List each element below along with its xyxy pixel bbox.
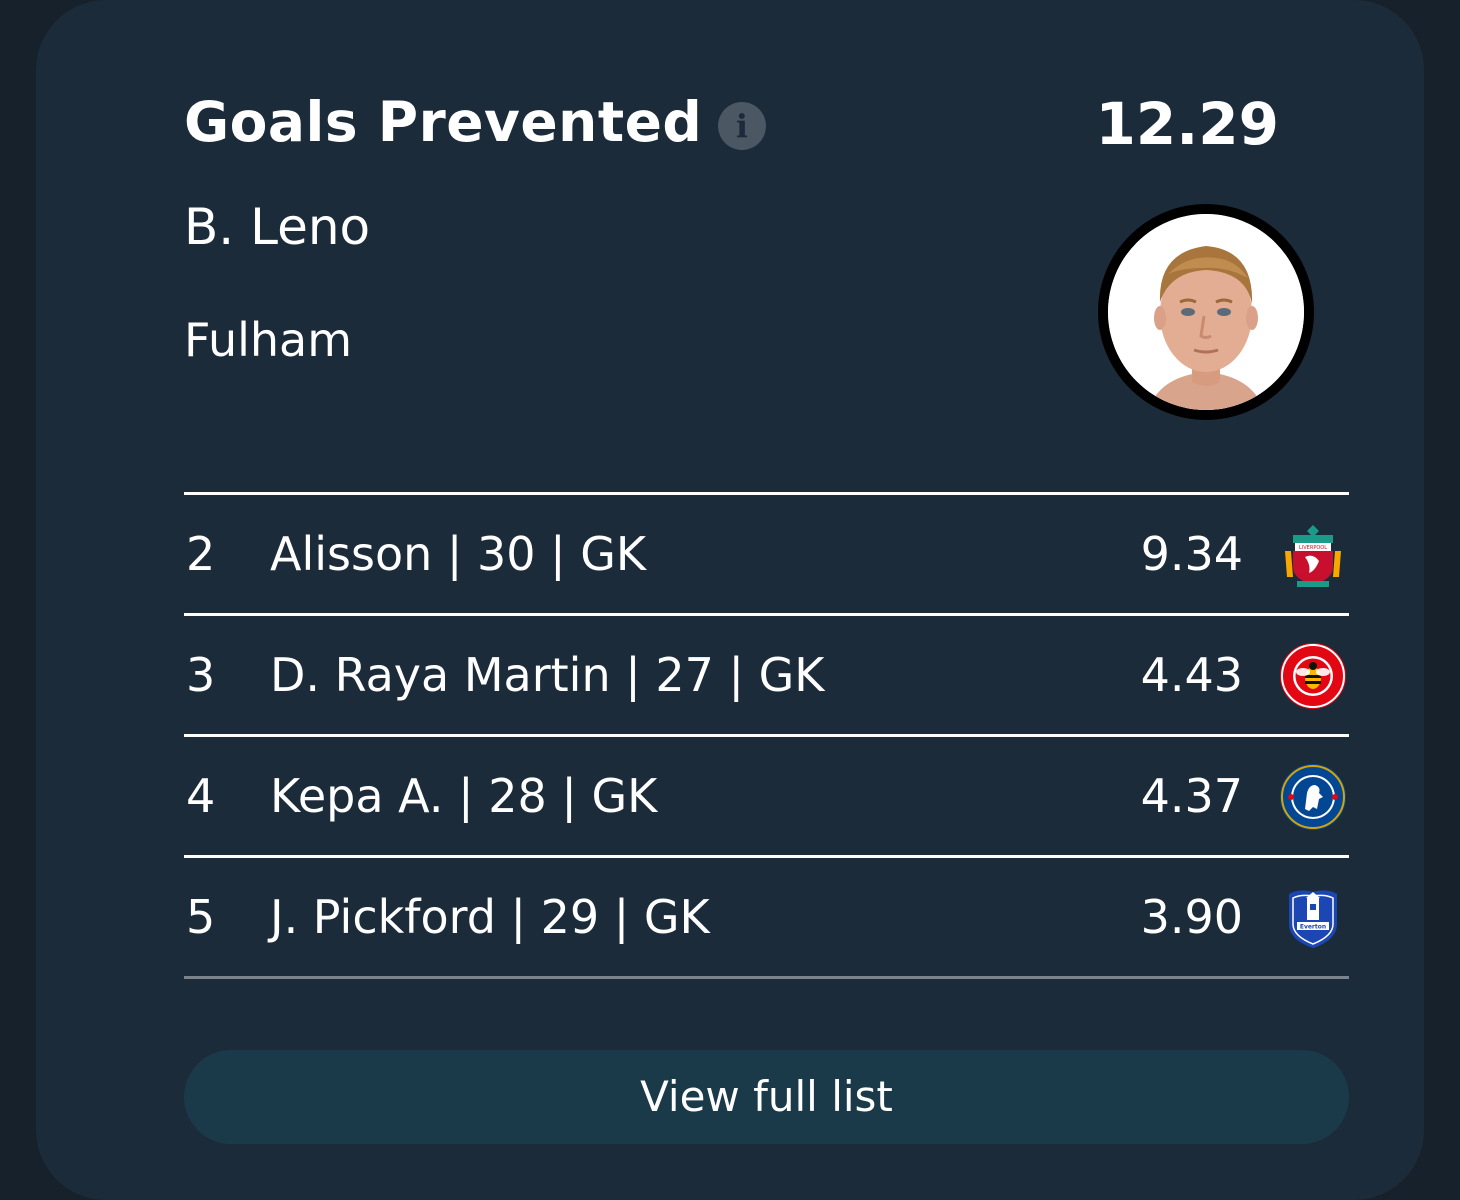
rank-number: 5 — [186, 890, 216, 944]
player-info: Kepa A. | 28 | GK — [270, 769, 658, 823]
info-icon[interactable]: i — [718, 102, 766, 150]
everton-crest-icon: Everton — [1289, 890, 1337, 948]
list-item[interactable]: 3 D. Raya Martin | 27 | GK 4.43 — [184, 616, 1349, 737]
rank-number: 2 — [186, 527, 216, 581]
leaderboard-list: 2 Alisson | 30 | GK 9.34 LIVERPOOL 3 D. … — [184, 492, 1349, 979]
stat-value: 9.34 — [1140, 527, 1243, 581]
chelsea-crest-icon — [1280, 764, 1346, 830]
player-info: J. Pickford | 29 | GK — [270, 890, 710, 944]
stat-value: 3.90 — [1140, 890, 1243, 944]
stat-card: Goals Prevented i 12.29 B. Leno Fulham — [36, 0, 1424, 1200]
player-avatar — [1098, 204, 1314, 420]
leader-team: Fulham — [184, 313, 353, 367]
stat-value: 4.43 — [1140, 648, 1243, 702]
stat-value: 4.37 — [1140, 769, 1243, 823]
leader-section[interactable]: Goals Prevented i 12.29 B. Leno Fulham — [184, 60, 1349, 440]
list-item[interactable]: 2 Alisson | 30 | GK 9.34 LIVERPOOL — [184, 495, 1349, 616]
rank-number: 4 — [186, 769, 216, 823]
list-item[interactable]: 5 J. Pickford | 29 | GK 3.90 Everton — [184, 858, 1349, 979]
liverpool-crest-icon: LIVERPOOL — [1285, 525, 1341, 587]
leader-name: B. Leno — [184, 198, 371, 256]
player-info: Alisson | 30 | GK — [270, 527, 647, 581]
svg-text:LIVERPOOL: LIVERPOOL — [1299, 545, 1327, 551]
player-info: D. Raya Martin | 27 | GK — [270, 648, 825, 702]
stat-title: Goals Prevented — [184, 90, 703, 154]
svg-text:Everton: Everton — [1300, 924, 1326, 931]
view-full-list-button[interactable]: View full list — [184, 1050, 1349, 1144]
leader-value: 12.29 — [1095, 90, 1279, 158]
brentford-crest-icon — [1280, 643, 1346, 709]
player-photo-icon — [1108, 214, 1304, 410]
rank-number: 3 — [186, 648, 216, 702]
list-item[interactable]: 4 Kepa A. | 28 | GK 4.37 — [184, 737, 1349, 858]
